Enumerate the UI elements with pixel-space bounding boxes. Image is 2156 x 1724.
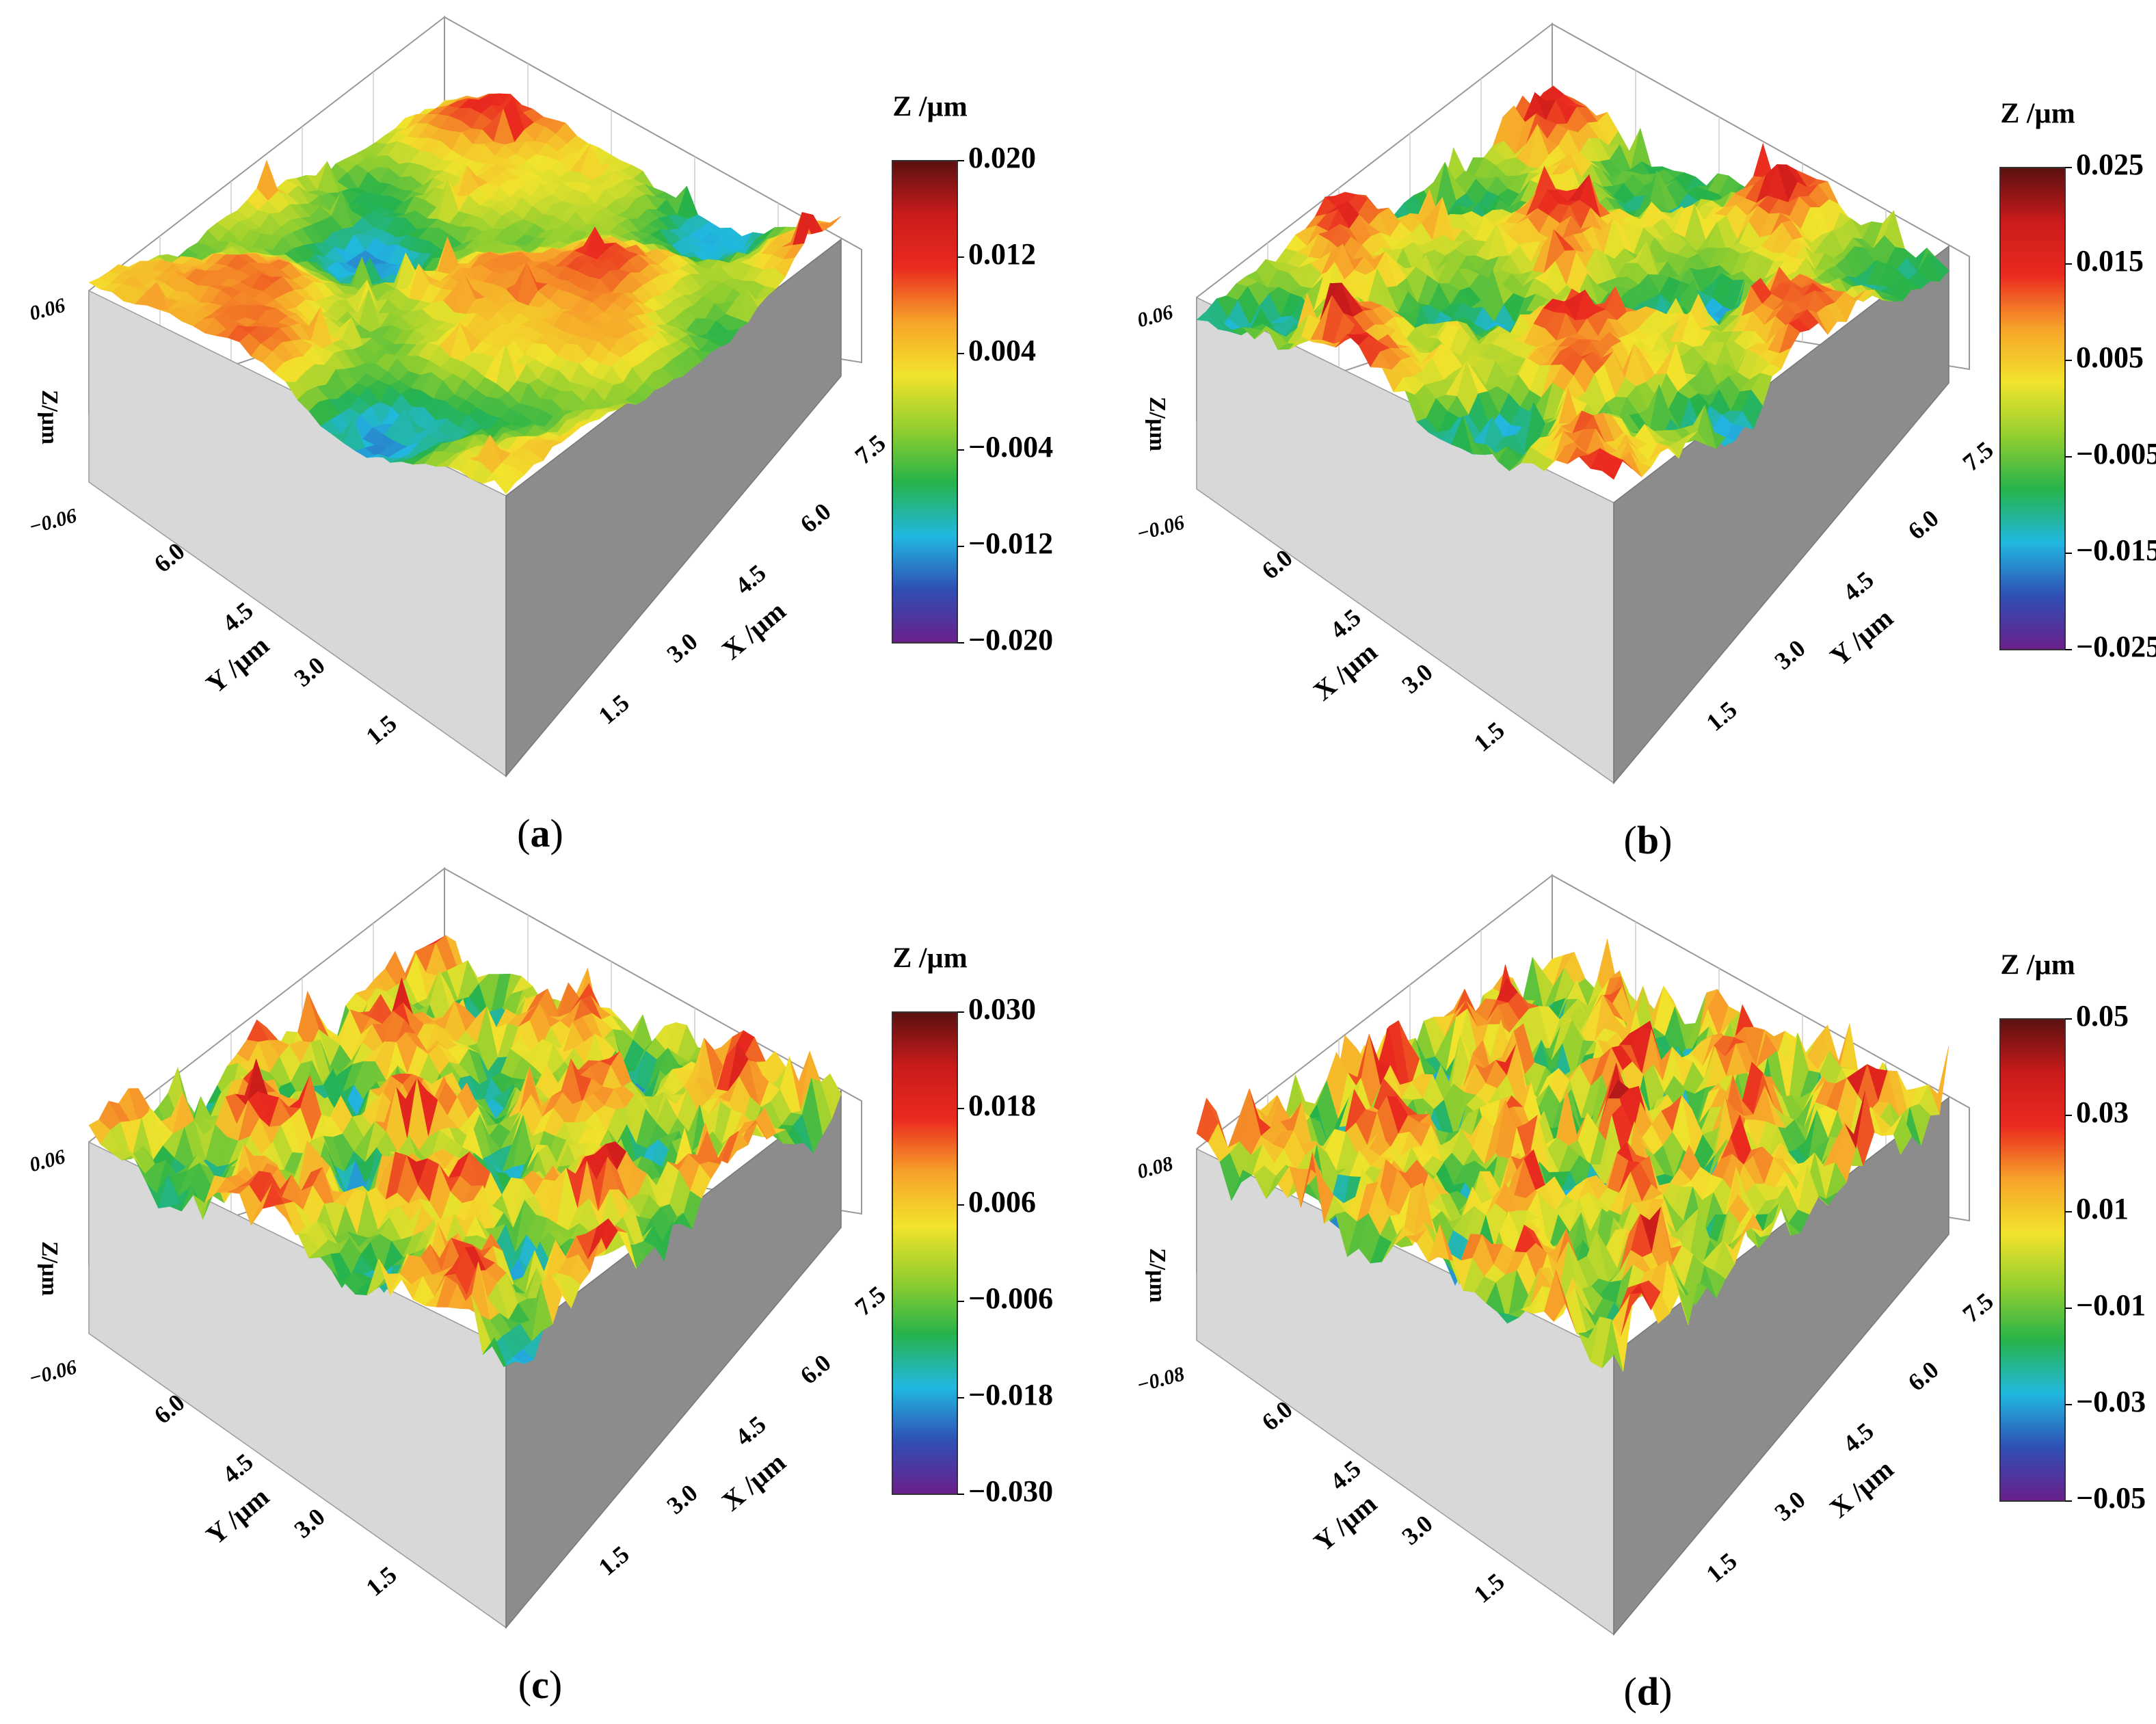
right-axis-tick: 3.0 bbox=[1770, 634, 1811, 675]
colorbar-tick-label: 0.018 bbox=[968, 1089, 1036, 1122]
right-axis-tick: 6.0 bbox=[795, 497, 836, 538]
right-axis-tick: 7.5 bbox=[1958, 436, 1999, 477]
surface-side-right bbox=[1613, 245, 1949, 785]
caption-close: ) bbox=[550, 811, 563, 856]
caption-open: ( bbox=[1624, 818, 1637, 862]
left-axis-tick: 3.0 bbox=[289, 651, 330, 692]
caption-letter: a bbox=[531, 811, 550, 856]
colorbar-tick-label: −0.030 bbox=[968, 1474, 1053, 1508]
colorbar-title: Z /µm bbox=[2000, 98, 2075, 130]
right-axis-tick: 1.5 bbox=[594, 1540, 635, 1581]
colorbar-tick-label: 0.005 bbox=[2076, 341, 2144, 374]
colorbar-tick-label: 0.025 bbox=[2076, 148, 2144, 181]
caption-close: ) bbox=[1659, 818, 1672, 862]
caption-open: ( bbox=[518, 1662, 531, 1707]
z-tick-top: 0.06 bbox=[1135, 301, 1175, 332]
panel-caption: (c) bbox=[518, 1662, 562, 1707]
left-axis-tick: 3.0 bbox=[289, 1502, 330, 1543]
right-axis-label: Y /µm bbox=[1824, 602, 1899, 672]
colorbar-tick-label: −0.012 bbox=[968, 527, 1053, 560]
panel-d: 0.08Z/µm−0.086.04.53.01.5Y /µm1.53.04.56… bbox=[1134, 873, 2146, 1714]
colorbar-tick-label: −0.005 bbox=[2076, 437, 2156, 470]
z-tick-bottom: −0.06 bbox=[1134, 511, 1187, 545]
right-axis-tick: 6.0 bbox=[1903, 504, 1944, 545]
colorbar-tick-label: −0.006 bbox=[968, 1282, 1053, 1315]
right-axis-tick: 1.5 bbox=[594, 689, 635, 730]
colorbar-tick-label: 0.004 bbox=[968, 334, 1036, 367]
z-axis-label: Z/µm bbox=[37, 390, 62, 445]
right-axis-tick: 7.5 bbox=[850, 1280, 891, 1321]
right-axis-label: X /µm bbox=[716, 595, 791, 665]
colorbar-tick-label: 0.006 bbox=[968, 1185, 1036, 1219]
colorbar-tick-label: −0.015 bbox=[2076, 533, 2156, 567]
right-axis-label: X /µm bbox=[716, 1446, 791, 1517]
right-axis-tick: 4.5 bbox=[730, 1410, 771, 1451]
right-axis-tick: 4.5 bbox=[730, 559, 771, 600]
panel-a: 0.06Z/µm−0.066.04.53.01.5Y /µm1.53.04.56… bbox=[27, 15, 1053, 856]
z-tick-top: 0.06 bbox=[27, 294, 68, 325]
colorbar-tick-label: −0.025 bbox=[2076, 630, 2156, 663]
right-axis-tick: 4.5 bbox=[1838, 566, 1879, 607]
left-axis-tick: 1.5 bbox=[361, 1561, 402, 1602]
left-axis-tick: 4.5 bbox=[217, 596, 258, 637]
colorbar-tick-label: −0.020 bbox=[968, 623, 1053, 657]
colorbar-title: Z /µm bbox=[892, 943, 967, 974]
colorbar bbox=[892, 160, 958, 644]
z-axis-label: Z/µm bbox=[1145, 397, 1170, 451]
left-axis-label: X /µm bbox=[1307, 636, 1383, 706]
right-axis-tick: 6.0 bbox=[795, 1349, 836, 1390]
colorbar bbox=[892, 1011, 958, 1495]
caption-letter: c bbox=[531, 1662, 549, 1707]
left-axis-tick: 1.5 bbox=[361, 709, 402, 750]
colorbar-tick-label: 0.012 bbox=[968, 237, 1036, 271]
surface-top bbox=[88, 935, 842, 1367]
right-axis-tick: 1.5 bbox=[1701, 695, 1742, 737]
left-axis-tick: 1.5 bbox=[1469, 716, 1510, 757]
left-axis-tick: 4.5 bbox=[1325, 603, 1366, 644]
left-axis-label: Y /µm bbox=[200, 630, 275, 700]
surface-cell bbox=[494, 478, 516, 494]
surface-cell bbox=[1601, 457, 1624, 480]
panel-c: 0.06Z/µm−0.066.04.53.01.5Y /µm1.53.04.56… bbox=[27, 866, 1053, 1707]
caption-open: ( bbox=[517, 811, 530, 856]
surface-top bbox=[1196, 85, 1949, 480]
right-axis-tick: 3.0 bbox=[662, 627, 703, 668]
colorbar-tick-label: −0.004 bbox=[968, 430, 1053, 464]
right-axis-tick: 7.5 bbox=[850, 429, 891, 470]
left-axis-tick: 3.0 bbox=[1397, 658, 1438, 699]
z-tick-bottom: −0.06 bbox=[27, 1355, 79, 1390]
surface-top bbox=[88, 93, 842, 494]
surface-side-right bbox=[505, 1089, 842, 1630]
z-tick-bottom: −0.06 bbox=[27, 504, 79, 538]
panel-b: 0.06Z/µm−0.066.04.53.01.5X /µm1.53.04.56… bbox=[1134, 22, 2156, 862]
colorbar-tick-label: 0.020 bbox=[968, 141, 1036, 174]
colorbar-title: Z /µm bbox=[892, 92, 967, 123]
z-tick-top: 0.06 bbox=[27, 1145, 68, 1176]
caption-letter: b bbox=[1637, 818, 1659, 862]
caption-close: ) bbox=[549, 1662, 562, 1707]
panel-caption: (b) bbox=[1624, 818, 1673, 862]
colorbar bbox=[1999, 167, 2066, 650]
colorbar-tick-label: 0.030 bbox=[968, 992, 1036, 1026]
panel-caption: (a) bbox=[517, 811, 563, 856]
colorbar-tick-label: 0.015 bbox=[2076, 244, 2144, 278]
left-axis-tick: 4.5 bbox=[217, 1448, 258, 1489]
right-axis-tick: 3.0 bbox=[662, 1478, 703, 1520]
colorbar-tick-label: −0.018 bbox=[968, 1378, 1053, 1411]
z-axis-label: Z/µm bbox=[37, 1241, 62, 1296]
left-axis-label: Y /µm bbox=[200, 1481, 275, 1551]
